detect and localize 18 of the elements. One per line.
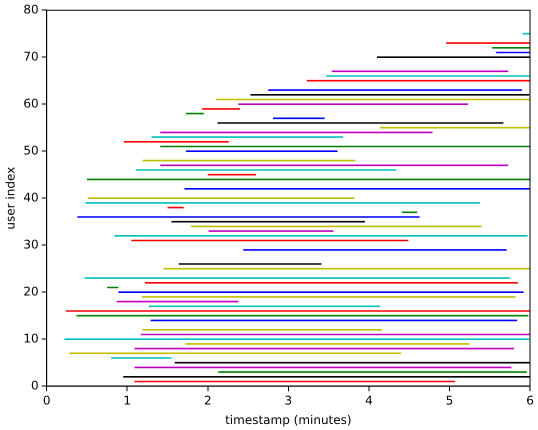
x-tick-label: 4 xyxy=(365,394,373,408)
y-tick-label: 30 xyxy=(23,237,39,252)
y-tick-label: 70 xyxy=(23,49,39,64)
x-tick-label: 2 xyxy=(204,394,212,408)
x-tick-label: 6 xyxy=(526,394,534,408)
x-tick-label: 1 xyxy=(123,394,132,408)
y-tick-label: 40 xyxy=(23,190,39,204)
x-tick-label: 0 xyxy=(42,394,50,408)
y-axis-title: user index xyxy=(3,166,18,230)
y-tick-label: 60 xyxy=(23,96,39,110)
x-tick-label: 3 xyxy=(284,394,292,408)
y-tick-label: 80 xyxy=(23,2,39,16)
y-tick-label: 10 xyxy=(23,331,39,346)
x-tick-label: 5 xyxy=(446,394,454,408)
x-axis-title: timestamp (minutes) xyxy=(225,412,352,427)
y-tick-label: 50 xyxy=(23,143,39,158)
y-tick-label: 20 xyxy=(23,284,39,298)
y-tick-label: 0 xyxy=(31,378,39,392)
